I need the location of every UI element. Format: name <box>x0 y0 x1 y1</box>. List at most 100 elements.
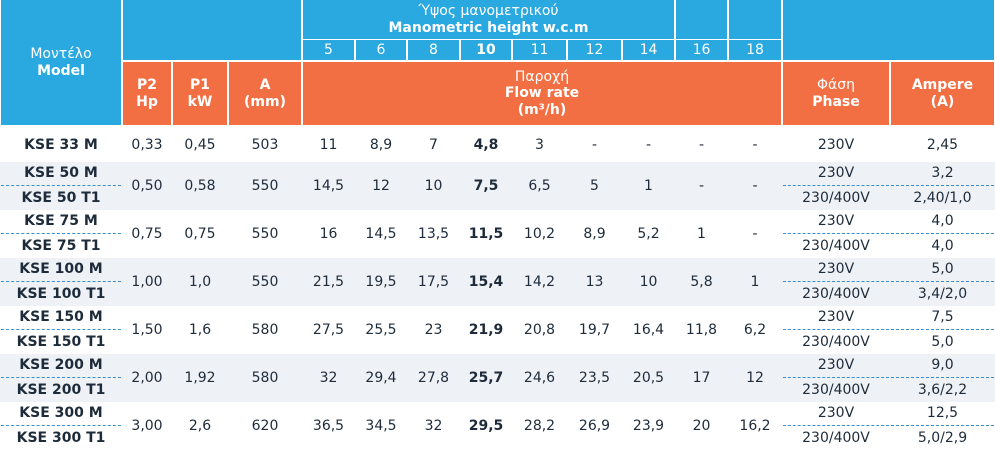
cell-text: 1 <box>697 225 706 242</box>
ampere-cell: 5,0 <box>890 330 995 354</box>
cell-text: 1 <box>750 273 760 290</box>
cell-text: 2,6 <box>188 417 212 434</box>
flow-cell: 16 <box>302 210 355 258</box>
cell-text: 550 <box>251 225 279 242</box>
phase-cell: 230V <box>783 306 889 330</box>
flow-cell: 6,5 <box>512 162 567 210</box>
phase-cell: 230V <box>782 128 890 162</box>
phase-cell: 230/400V <box>782 426 890 450</box>
model-cell: KSE 200 T1 <box>0 378 122 402</box>
cell-text: KSE 150 T1 <box>16 333 106 350</box>
flow-cell: 20 <box>675 402 728 450</box>
cell-text: 580 <box>251 369 279 386</box>
p2-cell: 3,00 <box>122 402 172 450</box>
cell-text: Flow rate <box>504 85 580 102</box>
phase-cell: 230V <box>783 210 889 234</box>
cell-text: 3,6/2,2 <box>917 381 968 398</box>
cell-text: (m³/h) <box>517 101 567 118</box>
model-header: Μοντέλο Model <box>1 0 121 125</box>
cell-text: 620 <box>251 417 279 434</box>
flow-cell: - <box>567 128 622 162</box>
cell-text: 17,5 <box>417 273 450 290</box>
cell-text: 2,40/1,0 <box>913 189 972 206</box>
flow-cell: 17,5 <box>407 258 460 306</box>
flow-cell: 10 <box>622 258 675 306</box>
p1-cell: 0,75 <box>172 210 228 258</box>
cell-text: 20,5 <box>632 369 665 386</box>
cell-text: KSE 33 M <box>24 136 98 153</box>
model-cell: KSE 75 T1 <box>0 234 122 258</box>
cell-text: 8 <box>429 41 438 58</box>
cell-text: Phase <box>812 93 860 110</box>
cell-text: Φάση <box>817 77 855 94</box>
flow-cell: 24,6 <box>512 354 567 402</box>
cell-text: 26,9 <box>578 417 611 434</box>
cell-text: 17 <box>692 369 711 386</box>
cell-text: 23,9 <box>632 417 665 434</box>
cell-text: kW <box>187 93 213 110</box>
cell-text: Hp <box>136 93 158 110</box>
cell-text: Μοντέλο <box>30 46 92 63</box>
cell-text: 5,0 <box>931 333 954 350</box>
flow-cell: 3 <box>512 128 567 162</box>
p2-cell: 1,00 <box>122 258 172 306</box>
flow-cell: 1 <box>622 162 675 210</box>
cell-text: - <box>591 136 598 153</box>
cell-text: 230/400V <box>802 189 870 206</box>
flow-cell: 17 <box>675 354 728 402</box>
p2-header: P2 Hp <box>123 62 171 125</box>
ampere-cell: 4,0 <box>890 234 995 258</box>
flow-cell: 5 <box>567 162 622 210</box>
phase-cell: 230/400V <box>782 282 890 306</box>
height-value: 10 <box>461 40 511 60</box>
cell-text: 25,5 <box>365 321 397 338</box>
a-cell: 580 <box>228 354 302 402</box>
model-cell: KSE 300 T1 <box>0 426 122 450</box>
height-value: 16 <box>676 40 727 60</box>
p2-cell: 0,33 <box>122 128 172 162</box>
flow-cell: 14,2 <box>512 258 567 306</box>
p2-cell: 2,00 <box>122 354 172 402</box>
cell-text: 230V <box>817 405 855 422</box>
row-band <box>0 306 995 354</box>
height-value: 5 <box>303 40 354 60</box>
model-cell: KSE 300 M <box>1 402 121 426</box>
cell-text: 12 <box>585 41 604 58</box>
cell-text: 230V <box>817 165 855 182</box>
cell-text: 7,5 <box>931 309 954 326</box>
cell-text: 20,8 <box>523 321 556 338</box>
cell-text: 4,8 <box>473 136 499 153</box>
flow-cell: - <box>728 210 782 258</box>
flow-cell: 23 <box>407 306 460 354</box>
cell-text: 0,75 <box>184 225 216 242</box>
cell-text: 580 <box>251 321 279 338</box>
ampere-cell: 2,40/1,0 <box>890 186 995 210</box>
row-band <box>0 128 995 162</box>
cell-text: 5,0 <box>931 261 954 278</box>
cell-text: 7 <box>429 136 438 153</box>
flow-cell: 28,2 <box>512 402 567 450</box>
cell-text: 28,2 <box>523 417 556 434</box>
cell-text: 6,2 <box>743 321 767 338</box>
model-cell: KSE 50 T1 <box>0 186 122 210</box>
cell-text: 15,4 <box>468 273 504 290</box>
flow-cell: 34,5 <box>355 402 407 450</box>
p1-cell: 0,58 <box>172 162 228 210</box>
cell-text: 4,0 <box>931 213 954 230</box>
flow-cell: 8,9 <box>567 210 622 258</box>
flow-cell: 27,8 <box>407 354 460 402</box>
ampere-cell: 2,45 <box>890 128 995 162</box>
flow-cell: 23,9 <box>622 402 675 450</box>
ampere-cell: 5,0/2,9 <box>890 426 995 450</box>
cell-text: 16 <box>692 41 711 58</box>
phase-cell: 230V <box>783 402 889 426</box>
cell-text: 3,00 <box>131 417 163 434</box>
cell-text: 2,45 <box>926 136 959 153</box>
flow-cell: 6,2 <box>728 306 782 354</box>
cell-text: 11,8 <box>685 321 718 338</box>
cell-text: 0,58 <box>184 177 216 194</box>
cell-text: 12,5 <box>926 405 959 422</box>
row-band <box>0 258 995 306</box>
model-cell: KSE 75 M <box>1 210 121 234</box>
